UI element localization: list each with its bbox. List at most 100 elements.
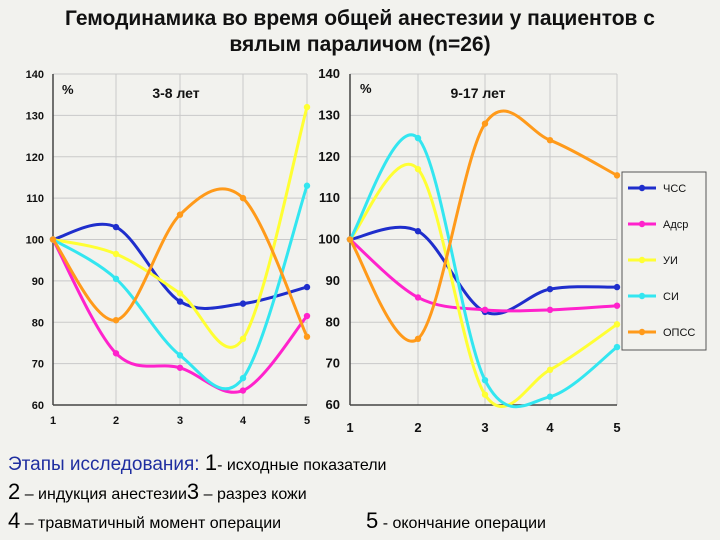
data-point bbox=[546, 393, 554, 400]
data-point bbox=[414, 134, 422, 142]
y-tick-label: 70 bbox=[32, 359, 44, 371]
x-tick-label: 3 bbox=[177, 415, 183, 427]
data-point bbox=[414, 335, 422, 342]
y-axis-label: % bbox=[360, 81, 372, 96]
data-point bbox=[613, 321, 621, 328]
legend-swatch-marker bbox=[638, 256, 646, 264]
data-point bbox=[546, 285, 554, 293]
data-point bbox=[239, 335, 247, 342]
y-tick-label: 90 bbox=[32, 276, 44, 288]
footer-line-2: 2 – индукция анестезии3 – разрез кожи bbox=[8, 479, 307, 505]
chart-title: 3-8 лет bbox=[152, 85, 199, 101]
data-point bbox=[546, 306, 554, 314]
data-point bbox=[176, 298, 184, 305]
y-axis-label: % bbox=[62, 82, 74, 97]
series-line bbox=[348, 109, 619, 343]
data-point bbox=[239, 194, 247, 202]
y-tick-label: 60 bbox=[326, 397, 340, 412]
y-tick-label: 80 bbox=[32, 317, 44, 329]
data-point bbox=[112, 275, 120, 283]
footer-stage-1-text: - исходные показатели bbox=[217, 457, 387, 474]
x-tick-label: 1 bbox=[50, 415, 56, 427]
x-tick-label: 4 bbox=[240, 415, 247, 427]
legend-label: ОПСС bbox=[663, 327, 695, 339]
data-point bbox=[239, 387, 247, 394]
series-line bbox=[51, 184, 309, 391]
data-point bbox=[176, 364, 184, 371]
y-tick-label: 100 bbox=[318, 232, 340, 247]
y-tick-label: 120 bbox=[26, 152, 44, 164]
data-point bbox=[112, 223, 120, 231]
y-tick-label: 130 bbox=[318, 107, 340, 122]
legend-swatch-marker bbox=[638, 220, 646, 228]
data-point bbox=[414, 228, 422, 235]
data-point bbox=[481, 306, 489, 314]
data-point bbox=[414, 294, 422, 301]
title-line-2: вялым параличом (n=26) bbox=[229, 33, 491, 56]
data-point bbox=[613, 172, 621, 179]
footer-stage-1-num: 1 bbox=[204, 450, 218, 475]
y-tick-label: 140 bbox=[26, 69, 44, 81]
x-tick-label: 5 bbox=[613, 420, 620, 435]
data-point bbox=[176, 211, 184, 218]
x-tick-label: 1 bbox=[346, 420, 353, 435]
data-point bbox=[613, 283, 621, 291]
x-tick-label: 2 bbox=[414, 420, 421, 435]
legend: ЧСС Адср УИ СИ ОПСС bbox=[621, 171, 707, 351]
data-point bbox=[112, 316, 120, 324]
data-point bbox=[176, 352, 184, 359]
data-point bbox=[239, 300, 247, 307]
data-point bbox=[613, 302, 621, 309]
footer-stages-label: Этапы исследования: bbox=[8, 454, 200, 475]
legend-swatch-marker bbox=[638, 184, 646, 192]
legend-label: ЧСС bbox=[663, 183, 686, 195]
title-line-1: Гемодинамика во время общей анестезии у … bbox=[65, 7, 655, 30]
data-point bbox=[303, 333, 311, 340]
footer-stage-5-num: 5 bbox=[366, 508, 379, 533]
y-tick-label: 130 bbox=[26, 110, 44, 122]
x-tick-label: 5 bbox=[304, 415, 310, 427]
series-line bbox=[51, 105, 309, 349]
page-title: Гемодинамика во время общей анестезии у … bbox=[0, 6, 720, 58]
footer-stage-4-text: – травматичный момент операции bbox=[24, 515, 282, 532]
data-point bbox=[481, 376, 489, 384]
x-tick-label: 3 bbox=[481, 420, 488, 435]
data-point bbox=[112, 350, 120, 357]
y-tick-label: 80 bbox=[326, 314, 340, 329]
data-point bbox=[112, 250, 120, 258]
footer-stage-4-num: 4 bbox=[8, 508, 21, 533]
chart-title: 9-17 лет bbox=[450, 85, 505, 101]
data-point bbox=[481, 120, 489, 127]
data-point bbox=[613, 343, 621, 351]
data-point bbox=[176, 290, 184, 297]
footer-line-3: 4 – травматичный момент операции 5 - око… bbox=[8, 508, 720, 534]
data-point bbox=[303, 182, 311, 189]
footer-stage-3-text: – разрез кожи bbox=[203, 486, 307, 503]
legend-label: Адср bbox=[663, 219, 688, 231]
chart-panel-2: 60 70 80 90 100 110 120 130 140 1 2 3 4 5% 9-17 лет ЧСС… bbox=[318, 66, 707, 435]
legend-swatch-marker bbox=[638, 292, 646, 300]
legend-label: СИ bbox=[663, 291, 679, 303]
y-tick-label: 120 bbox=[318, 149, 340, 164]
footer-line-1: Этапы исследования: 1- исходные показате… bbox=[8, 450, 387, 476]
data-point bbox=[49, 236, 57, 243]
x-tick-label: 2 bbox=[113, 415, 119, 427]
data-point bbox=[303, 312, 311, 320]
data-point bbox=[239, 374, 247, 382]
data-point bbox=[346, 236, 354, 243]
y-tick-label: 110 bbox=[319, 190, 340, 205]
footer-stage-2-text: – индукция анестезии bbox=[24, 486, 187, 503]
y-tick-label: 70 bbox=[326, 356, 340, 371]
series-line bbox=[348, 163, 619, 408]
footer-stage-5-text: - окончание операции bbox=[382, 515, 546, 532]
data-point bbox=[303, 103, 311, 111]
legend-label: УИ bbox=[663, 255, 678, 267]
series-line bbox=[348, 238, 619, 313]
y-tick-label: 60 bbox=[32, 400, 44, 412]
series-line bbox=[348, 225, 619, 316]
footer-stage-2-num: 2 bbox=[8, 479, 21, 504]
legend-swatch-marker bbox=[638, 328, 646, 336]
x-tick-label: 4 bbox=[546, 420, 554, 435]
data-point bbox=[481, 391, 489, 398]
